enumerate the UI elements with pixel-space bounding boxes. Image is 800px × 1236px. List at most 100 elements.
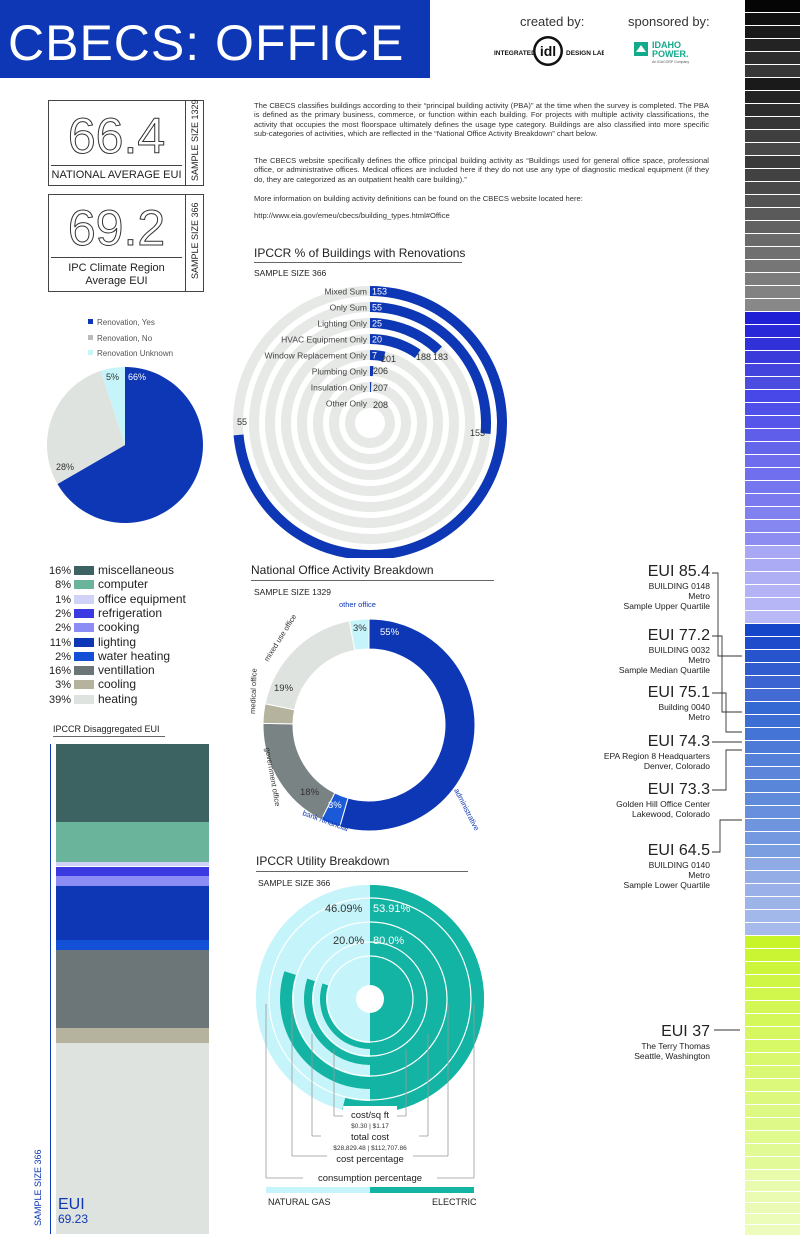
scale-band xyxy=(745,52,800,64)
national-sample-size: SAMPLE SIZE 1329 xyxy=(190,99,200,181)
category-label-1: Only Sum xyxy=(330,303,367,313)
utility-cost-pct-title: cost percentage xyxy=(336,1154,404,1165)
scale-band xyxy=(745,169,800,181)
ring-no-7 xyxy=(345,398,395,448)
scale-band xyxy=(745,0,800,12)
utility-breakdown-title: IPCCR Utility Breakdown xyxy=(256,854,468,872)
utility-ring-divider-2 xyxy=(312,941,428,1057)
end-use-legend-computer: 8% computer xyxy=(47,577,148,591)
scale-band xyxy=(745,1079,800,1091)
scale-band xyxy=(745,39,800,51)
renovation-radial-chart: Mixed Sum 153 Only Sum 55 Lighting Only 25 HVA… xyxy=(233,286,507,558)
end-use-legend-cooling: 3% cooling xyxy=(47,677,136,691)
electric-label: ELECTRIC xyxy=(432,1197,477,1207)
scale-band xyxy=(745,416,800,428)
scale-band xyxy=(745,403,800,415)
region-eui-value: 69.2 xyxy=(67,200,166,257)
end-use-pct: 1% xyxy=(55,593,71,606)
disaggregated-eui-title: IPCCR Disaggregated EUI xyxy=(53,724,165,737)
end-use-segment-refrigeration xyxy=(56,866,209,877)
scale-band xyxy=(745,91,800,103)
utility-gas-bar xyxy=(266,1187,370,1193)
scale-band xyxy=(745,1014,800,1026)
yes-value-0: 153 xyxy=(372,287,387,297)
eui-example-value: EUI 64.5 xyxy=(647,842,710,859)
scale-band xyxy=(745,962,800,974)
scale-band xyxy=(745,663,800,675)
eui-example-value: EUI 75.1 xyxy=(647,684,710,701)
end-use-label: cooking xyxy=(98,620,140,635)
utility-label-bg-4 xyxy=(303,1172,437,1184)
scale-band xyxy=(745,442,800,454)
scale-band xyxy=(745,1118,800,1130)
end-use-segment-cooking xyxy=(56,876,209,887)
utility-breakdown-sample: SAMPLE SIZE 366 xyxy=(258,878,331,888)
end-use-label: ventillation xyxy=(98,663,155,678)
scale-band xyxy=(745,390,800,402)
scale-band xyxy=(745,26,800,38)
eui-color-scale xyxy=(745,0,800,1236)
eui-example-value: EUI 74.3 xyxy=(647,733,710,750)
scale-band xyxy=(745,715,800,727)
scale-band xyxy=(745,793,800,805)
end-use-legend-ventillation: 16% ventillation xyxy=(47,663,155,677)
scale-band xyxy=(745,923,800,935)
activity-pct-0: 55% xyxy=(380,627,400,638)
scale-band xyxy=(745,455,800,467)
category-label-6: Insulation Only xyxy=(311,383,368,393)
label-renovation-no: 28% xyxy=(56,462,74,472)
utility-cons-pct-title: consumption percentage xyxy=(318,1173,422,1184)
scale-band xyxy=(745,1040,800,1052)
scale-band xyxy=(745,221,800,233)
cbecs-url-link[interactable]: http://www.eia.gov/emeu/cbecs/building_t… xyxy=(254,211,450,220)
scale-band xyxy=(745,481,800,493)
scale-band xyxy=(745,247,800,259)
eui-example-detail: Sample Median Quartile xyxy=(618,665,710,675)
utility-label-bg-3 xyxy=(327,1152,413,1164)
scale-band xyxy=(745,728,800,740)
eui-example-2: EUI 75.1 Building 0040 Metro xyxy=(500,684,710,722)
utility-ring-divider-3 xyxy=(326,955,414,1043)
activity-label-3: medical office xyxy=(248,668,259,714)
scale-band xyxy=(745,325,800,337)
end-use-segment-ventillation xyxy=(56,949,209,1029)
utility-ring-divider-1 xyxy=(292,921,448,1077)
scale-band xyxy=(745,338,800,350)
scale-band xyxy=(745,429,800,441)
scale-band xyxy=(745,65,800,77)
scale-band xyxy=(745,767,800,779)
legend-renovation-no: Renovation, No xyxy=(88,334,152,343)
title-banner: CBECS: OFFICE xyxy=(0,0,430,78)
scale-band xyxy=(745,364,800,376)
eui-example-detail: Denver, Colorado xyxy=(643,761,710,771)
scale-band xyxy=(745,611,800,623)
scale-band xyxy=(745,936,800,948)
scale-band xyxy=(745,988,800,1000)
region-eui-caption: IPC Climate Region Average EUI xyxy=(51,257,182,288)
page-title: CBECS: OFFICE xyxy=(8,15,405,71)
scale-band xyxy=(745,533,800,545)
svg-text:POWER.: POWER. xyxy=(652,49,689,59)
scale-band xyxy=(745,637,800,649)
yes-value-2: 25 xyxy=(372,319,382,329)
utility-total-values: $28,829.48 | $112,707.86 xyxy=(333,1145,407,1152)
disaggregated-eui-value: 69.23 xyxy=(58,1212,89,1226)
eui-example-1: EUI 77.2 BUILDING 0032 Metro Sample Median … xyxy=(500,627,710,675)
eui-connector-2 xyxy=(712,692,742,733)
label-renovation-unknown: 5% xyxy=(106,372,119,382)
end-use-segment-computer xyxy=(56,822,209,862)
eui-example-detail: Metro xyxy=(688,870,710,880)
intro-paragraph-2: The CBECS website specifically defines t… xyxy=(254,156,709,184)
end-use-label: lighting xyxy=(98,634,137,649)
eui-example-detail: EPA Region 8 Headquarters xyxy=(603,751,710,761)
scale-band xyxy=(745,273,800,285)
activity-breakdown-sample: SAMPLE SIZE 1329 xyxy=(254,587,332,597)
national-eui-caption: NATIONAL AVERAGE EUI xyxy=(51,165,182,181)
disaggregated-sample-size: SAMPLE SIZE 366 xyxy=(33,1149,43,1226)
eui-example-value: EUI 73.3 xyxy=(647,781,710,798)
end-use-legend-cooking: 2% cooking xyxy=(47,620,139,634)
idl-logo: INTEGRATED idl DESIGN LAB xyxy=(494,34,606,68)
scale-band xyxy=(745,780,800,792)
end-use-label: refrigeration xyxy=(98,605,163,620)
end-use-segment-heating xyxy=(56,1042,209,1234)
